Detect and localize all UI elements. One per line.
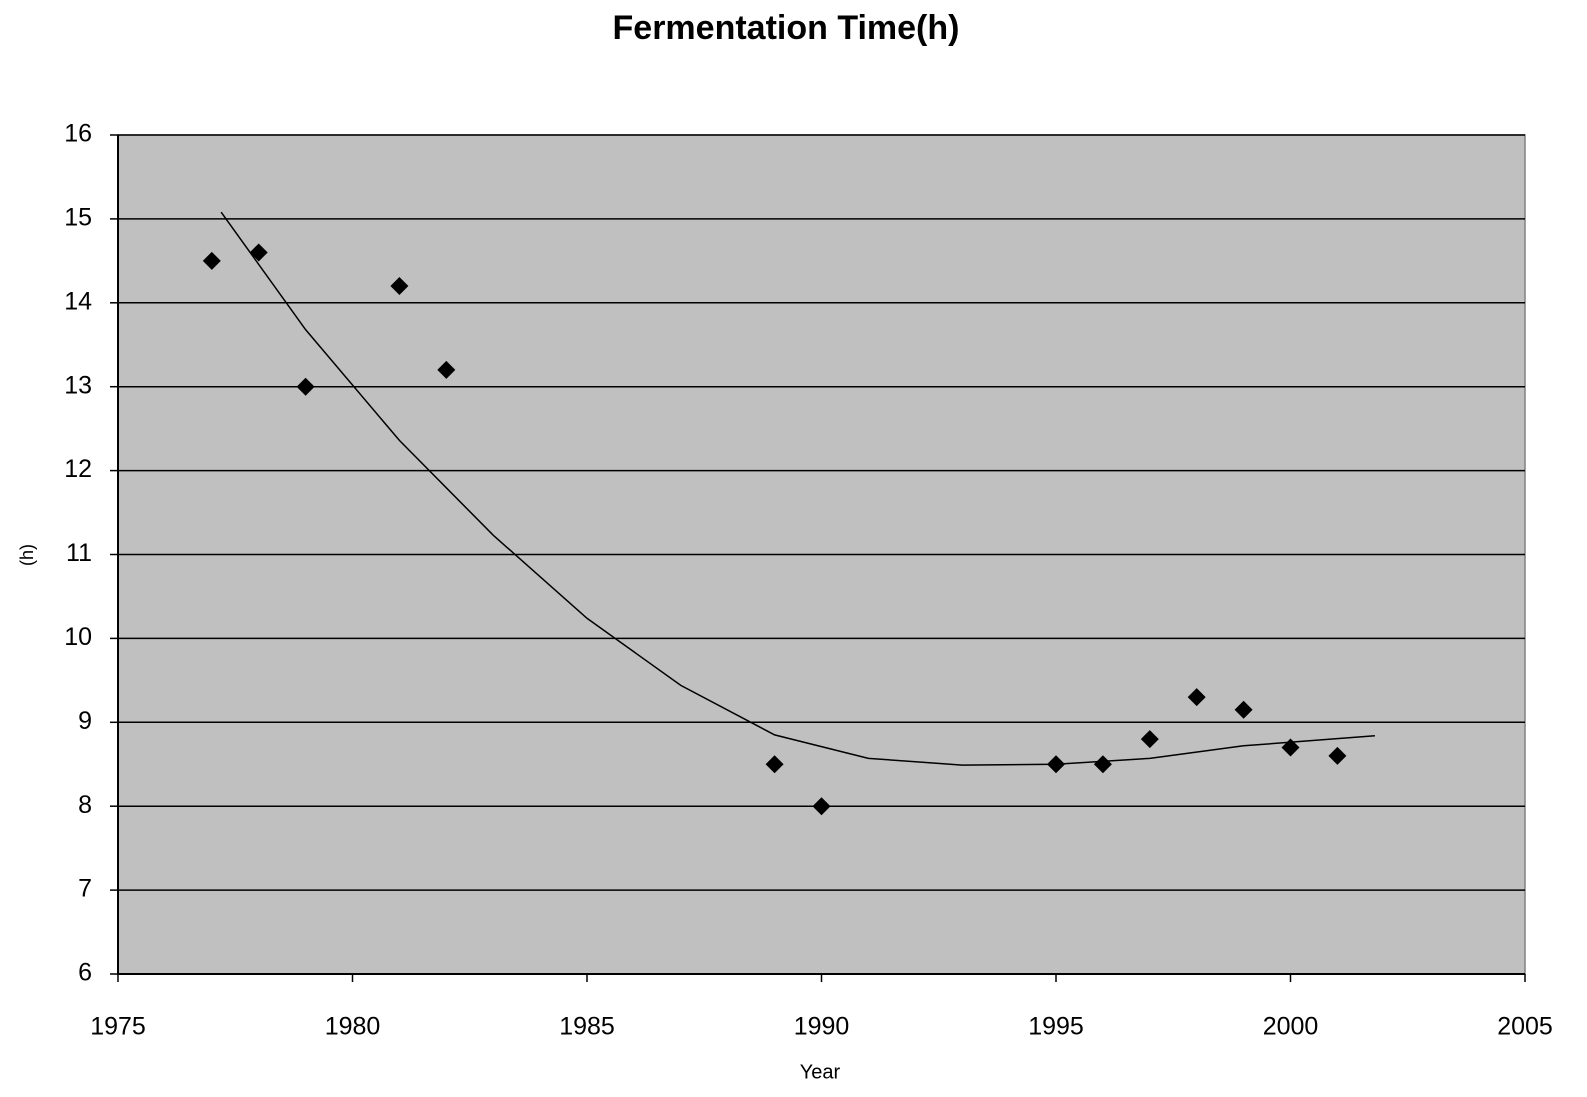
x-tick-label: 1995 [1028, 1013, 1084, 1041]
x-tick-label: 2005 [1497, 1013, 1553, 1041]
y-tick-label: 13 [64, 371, 92, 399]
y-tick-label: 7 [78, 875, 92, 903]
point [1187, 688, 1206, 707]
x-tick-label: 1975 [90, 1013, 146, 1041]
y-tick-label: 11 [66, 539, 92, 567]
y-tick-label: 8 [78, 791, 92, 819]
point [1093, 755, 1112, 774]
point [390, 277, 409, 296]
x-tick-label: 1990 [794, 1013, 850, 1041]
point [437, 360, 456, 379]
y-tick-label: 16 [64, 120, 92, 148]
x-tick-label: 1980 [325, 1013, 381, 1041]
x-tick-label: 2000 [1263, 1013, 1319, 1041]
y-tick-label: 12 [64, 455, 92, 483]
x-axis-label: Year [800, 1061, 841, 1083]
point [202, 251, 221, 270]
y-tick-label: 6 [78, 959, 92, 987]
trend-line [220, 211, 1375, 766]
x-tick-label: 1985 [559, 1013, 615, 1041]
y-tick-label: 9 [78, 707, 92, 735]
y-axis-label: (h) [17, 544, 37, 566]
point [296, 377, 315, 396]
point [812, 797, 831, 816]
chart-title: Fermentation Time(h) [613, 9, 960, 47]
y-tick-label: 14 [64, 287, 92, 315]
point [1140, 730, 1159, 749]
y-tick-label: 10 [64, 623, 92, 651]
point [1328, 746, 1347, 765]
y-tick-label: 15 [64, 204, 92, 232]
point [765, 755, 784, 774]
point [1234, 700, 1253, 719]
